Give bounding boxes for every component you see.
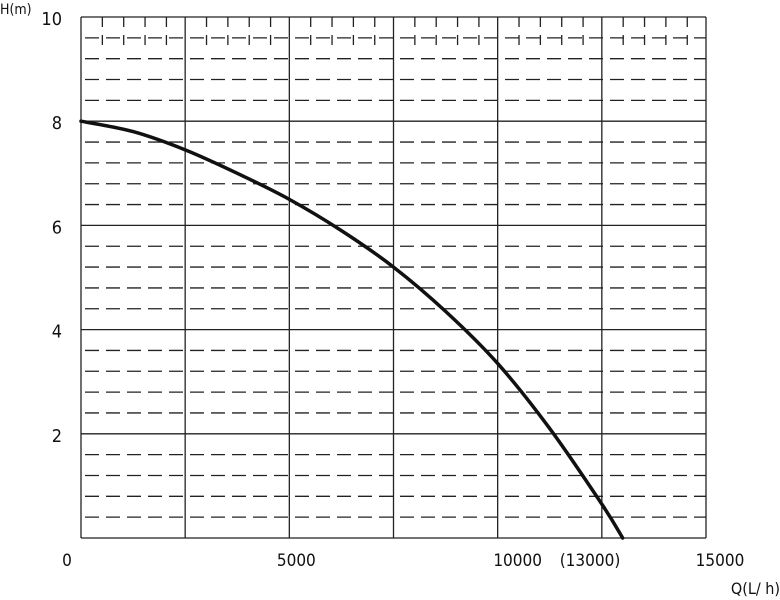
- y-axis-label: H(m): [0, 2, 32, 18]
- x-tick-label: 0: [62, 551, 72, 571]
- y-tick-label: 2: [52, 426, 62, 447]
- x-tick-label: 10000: [493, 551, 542, 571]
- y-tick-label: 4: [52, 322, 62, 343]
- tick-labels: 0 5000 10000 (13000) 15000 2 4 6 8 10: [41, 9, 744, 571]
- x-tick-label: (13000): [560, 551, 621, 571]
- x-tick-label: 15000: [696, 551, 745, 571]
- y-tick-label: 10: [41, 9, 62, 30]
- series-line: [79, 119, 625, 540]
- y-tick-label: 8: [52, 113, 62, 134]
- x-axis-label: Q(L/ h): [731, 579, 780, 598]
- grid: [80, 16, 707, 539]
- y-tick-label: 6: [52, 217, 62, 238]
- x-tick-label: 5000: [277, 551, 316, 571]
